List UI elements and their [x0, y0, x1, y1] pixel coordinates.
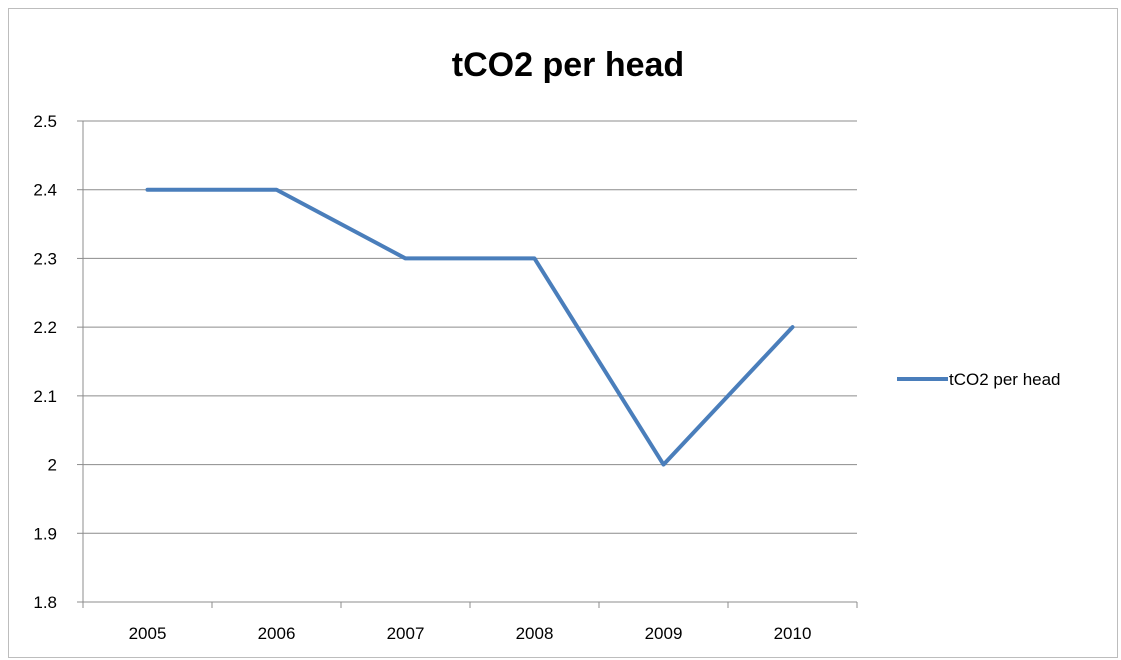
x-tick-label: 2007 — [387, 624, 425, 643]
x-tick-label: 2005 — [129, 624, 167, 643]
legend-label: tCO2 per head — [949, 370, 1061, 389]
y-tick-label: 2.1 — [33, 387, 57, 406]
y-tick-label: 2.2 — [33, 318, 57, 337]
x-tick-label: 2010 — [774, 624, 812, 643]
x-tick-label: 2009 — [645, 624, 683, 643]
chart-title: tCO2 per head — [452, 46, 684, 84]
gridlines — [83, 120, 857, 534]
y-tick-label: 2.3 — [33, 249, 57, 268]
chart-frame — [8, 8, 1118, 658]
x-tick-label: 2008 — [516, 624, 554, 643]
x-tick-label: 2006 — [258, 624, 296, 643]
y-tick-label: 1.8 — [33, 593, 57, 612]
axes: 1.8 1.9 2 2.1 2.2 2.3 2.4 2.5 2005 2006 2007 2008 20… — [33, 112, 858, 643]
y-tick-label: 2.5 — [33, 112, 57, 131]
legend: tCO2 per head — [897, 370, 1061, 389]
y-tick-label: 1.9 — [33, 524, 57, 543]
series-line — [145, 187, 795, 467]
series-layer — [145, 187, 795, 467]
y-tick-label: 2 — [48, 456, 57, 475]
y-tick-label: 2.4 — [33, 181, 57, 200]
